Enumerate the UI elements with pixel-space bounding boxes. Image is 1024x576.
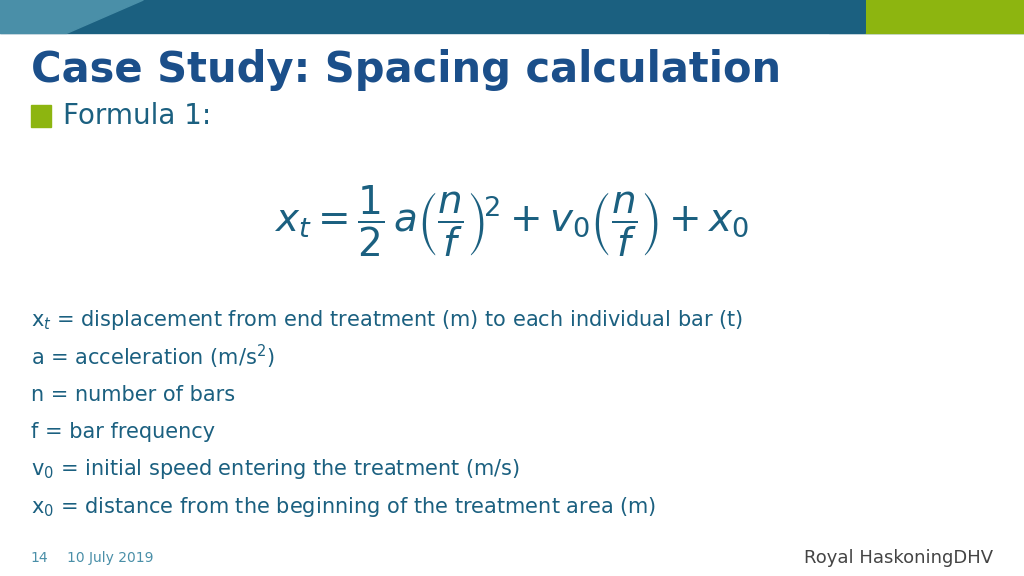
Polygon shape — [829, 0, 865, 33]
Text: x$_t$ = displacement from end treatment (m) to each individual bar (t): x$_t$ = displacement from end treatment … — [31, 308, 742, 332]
Bar — [31, 105, 51, 127]
Text: Royal HaskoningDHV: Royal HaskoningDHV — [804, 548, 993, 567]
Text: 10 July 2019: 10 July 2019 — [67, 551, 153, 564]
Bar — [0, 0, 1024, 33]
Text: n = number of bars: n = number of bars — [31, 385, 234, 404]
Text: 14: 14 — [31, 551, 48, 564]
Text: Case Study: Spacing calculation: Case Study: Spacing calculation — [31, 49, 781, 91]
Text: Formula 1:: Formula 1: — [63, 103, 212, 130]
Polygon shape — [0, 0, 143, 33]
Text: $x_t = \dfrac{1}{2}\,a\left(\dfrac{n}{f}\right)^{\!2} + v_0\left(\dfrac{n}{f}\ri: $x_t = \dfrac{1}{2}\,a\left(\dfrac{n}{f}… — [274, 184, 750, 259]
Text: x$_0$ = distance from the beginning of the treatment area (m): x$_0$ = distance from the beginning of t… — [31, 495, 656, 519]
Bar — [865, 0, 1024, 33]
Text: a = acceleration (m/s$^2$): a = acceleration (m/s$^2$) — [31, 343, 274, 371]
Text: f = bar frequency: f = bar frequency — [31, 422, 215, 442]
Text: v$_0$ = initial speed entering the treatment (m/s): v$_0$ = initial speed entering the treat… — [31, 457, 520, 482]
